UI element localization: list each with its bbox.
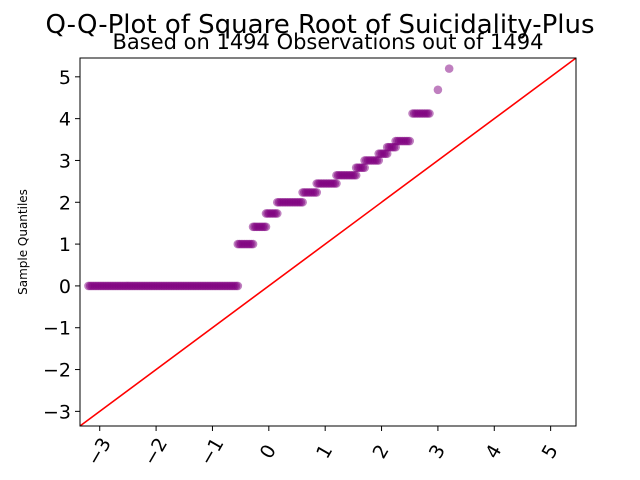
y-tick-label: 0 bbox=[59, 276, 71, 298]
x-tick-label: −1 bbox=[195, 434, 228, 469]
plot-frame bbox=[79, 57, 577, 427]
y-tick-label: 1 bbox=[59, 234, 71, 256]
data-point bbox=[360, 163, 369, 172]
x-tick-label: 5 bbox=[538, 441, 563, 462]
data-point bbox=[298, 197, 307, 207]
y-axis-label: Sample Quantiles bbox=[16, 189, 30, 295]
x-tick-label: 3 bbox=[425, 441, 450, 462]
data-point bbox=[332, 179, 341, 188]
data-point bbox=[261, 222, 271, 232]
y-tick-label: −2 bbox=[43, 360, 71, 382]
data-point bbox=[425, 109, 434, 118]
x-tick-label: 0 bbox=[256, 441, 281, 462]
data-point bbox=[405, 136, 415, 146]
x-axis: −3 −2 −1 0 1 2 3 4 5 bbox=[83, 426, 563, 469]
data-point bbox=[351, 170, 361, 180]
x-tick-label: −2 bbox=[139, 434, 172, 469]
data-point bbox=[382, 149, 392, 158]
data-point bbox=[248, 239, 258, 249]
data-point bbox=[433, 85, 443, 95]
chart-subtitle: Based on 1494 Observations out of 1494 bbox=[112, 30, 543, 54]
data-point bbox=[444, 64, 454, 73]
y-tick-label: −1 bbox=[43, 318, 71, 340]
x-tick-label: 4 bbox=[481, 441, 506, 462]
y-tick-label: −3 bbox=[43, 401, 71, 423]
y-tick-label: 3 bbox=[59, 150, 71, 172]
chart-title: Q-Q-Plot of Square Root of Suicidality-P… bbox=[45, 10, 594, 40]
y-tick-label: 2 bbox=[59, 192, 71, 214]
data-point bbox=[233, 281, 243, 291]
x-tick-label: 2 bbox=[369, 441, 394, 462]
reference-line bbox=[79, 57, 577, 427]
data-point bbox=[272, 209, 282, 218]
y-tick-label: 5 bbox=[59, 67, 71, 89]
y-axis: −3 −2 −1 0 1 2 3 4 5 bbox=[43, 67, 80, 423]
x-tick-label: 1 bbox=[312, 441, 337, 462]
data-point bbox=[312, 188, 322, 197]
sample-points bbox=[84, 64, 454, 291]
y-tick-label: 4 bbox=[59, 109, 71, 131]
data-point bbox=[374, 156, 384, 165]
x-tick-label: −3 bbox=[83, 434, 116, 469]
